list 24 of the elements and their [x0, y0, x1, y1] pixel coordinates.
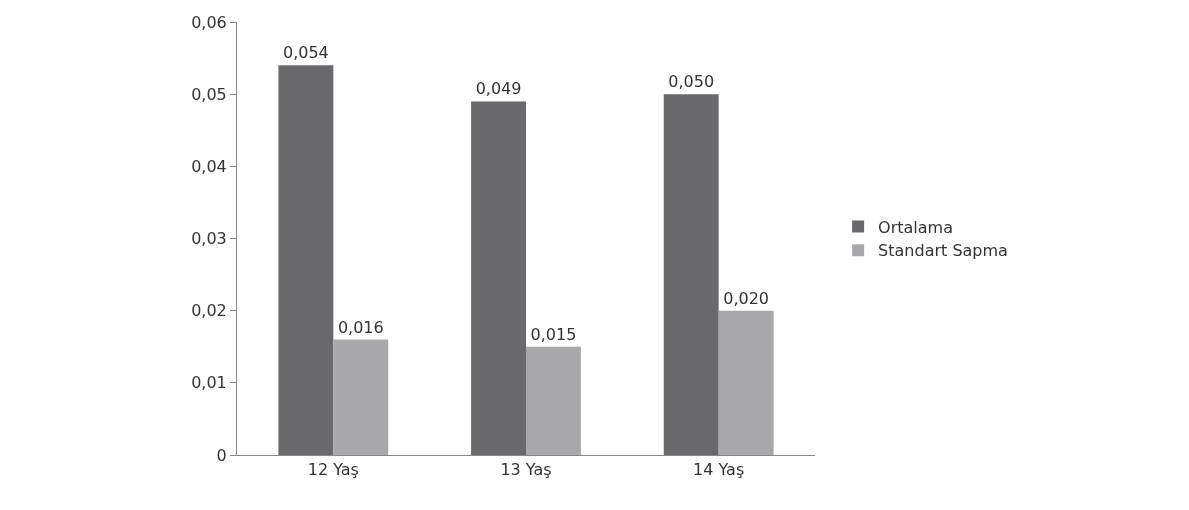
data-label: 0,050 — [668, 72, 715, 92]
data-label: 0,016 — [337, 317, 384, 337]
legend-label: Standart Sapma — [878, 241, 1008, 261]
y-tick-label: 0,01 — [191, 373, 227, 393]
bar — [718, 310, 774, 455]
data-label: 0,054 — [282, 43, 329, 63]
y-tick-label: 0 — [216, 445, 227, 465]
data-label: 0,015 — [530, 324, 577, 344]
legend-label: Ortalama — [878, 217, 954, 237]
bar — [278, 65, 334, 455]
y-tick-label: 0,05 — [191, 84, 227, 104]
y-tick-label: 0,02 — [191, 301, 227, 321]
bar — [333, 339, 389, 455]
bar — [526, 346, 581, 455]
x-tick-label: 12 Yaş — [307, 460, 359, 480]
bar — [471, 101, 526, 455]
y-tick-label: 0,06 — [191, 12, 227, 32]
data-label: 0,049 — [475, 79, 522, 99]
x-tick-label: 14 Yaş — [693, 460, 745, 480]
y-tick-label: 0,04 — [191, 156, 227, 176]
y-tick-label: 0,03 — [191, 229, 227, 249]
bar — [663, 94, 719, 455]
x-tick-label: 13 Yaş — [500, 460, 552, 480]
data-label: 0,020 — [723, 288, 770, 308]
